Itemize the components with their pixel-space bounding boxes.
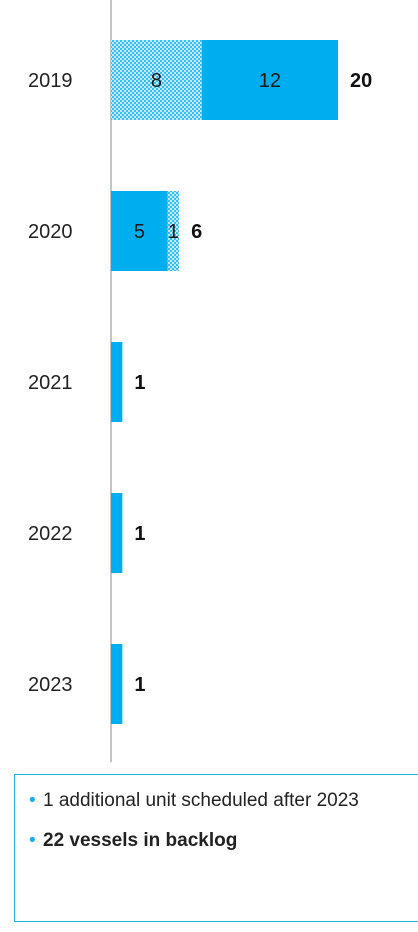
notes-box: • 1 additional unit scheduled after 2023… — [14, 774, 418, 922]
bullet-icon: • — [29, 830, 36, 851]
bullet-icon: • — [29, 790, 36, 811]
bar-segment-2023-solid — [111, 644, 123, 724]
segment-value-label: 12 — [259, 70, 281, 92]
segment-value-label: 8 — [151, 70, 162, 92]
total-value-label-2021: 1 — [134, 372, 145, 394]
bar-segment-2021-solid — [111, 342, 123, 422]
bar-segment-2020-hatched — [167, 191, 180, 271]
category-label-2019: 2019 — [28, 70, 73, 92]
total-value-label-2023: 1 — [134, 674, 145, 696]
category-label-2020: 2020 — [28, 221, 73, 243]
total-value-label-2019: 20 — [350, 70, 372, 92]
bar-segment-2020-solid — [111, 191, 168, 271]
category-label-2023: 2023 — [28, 674, 73, 696]
note-text: 1 additional unit scheduled after 2023 — [43, 790, 359, 811]
note-backlog: • 22 vessels in backlog — [29, 829, 418, 853]
bar-segment-2019-solid — [201, 40, 338, 120]
category-label-2021: 2021 — [28, 372, 73, 394]
category-label-2022: 2022 — [28, 523, 73, 545]
segment-value-label: 5 — [134, 221, 145, 243]
note-text: 22 vessels in backlog — [43, 830, 238, 851]
note-additional-unit: • 1 additional unit scheduled after 2023 — [29, 789, 418, 813]
segment-value-label: 1 — [168, 221, 179, 243]
total-value-label-2020: 6 — [191, 221, 202, 243]
bar-segment-2019-hatched — [111, 40, 202, 120]
bar-segment-2022-solid — [111, 493, 123, 573]
total-value-label-2022: 1 — [134, 523, 145, 545]
